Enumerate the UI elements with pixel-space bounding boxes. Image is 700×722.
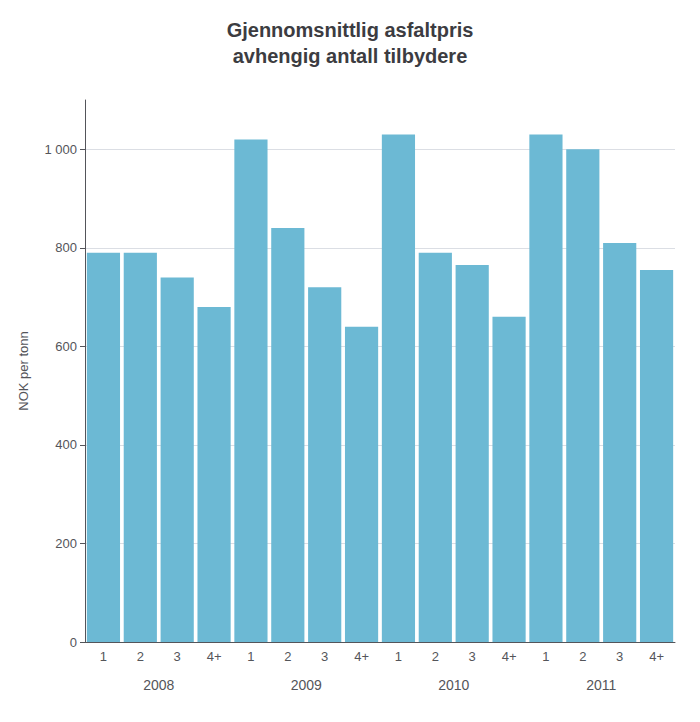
- svg-text:1: 1: [395, 649, 402, 664]
- svg-text:2: 2: [137, 649, 144, 664]
- svg-text:400: 400: [55, 437, 77, 452]
- svg-text:2009: 2009: [291, 677, 322, 693]
- svg-text:800: 800: [55, 240, 77, 255]
- svg-text:2: 2: [579, 649, 586, 664]
- svg-text:2010: 2010: [438, 677, 469, 693]
- svg-text:3: 3: [321, 649, 328, 664]
- svg-text:4+: 4+: [207, 649, 222, 664]
- svg-text:1: 1: [542, 649, 549, 664]
- svg-text:1: 1: [100, 649, 107, 664]
- svg-text:2011: 2011: [586, 677, 616, 693]
- svg-text:4+: 4+: [502, 649, 517, 664]
- svg-text:3: 3: [469, 649, 476, 664]
- svg-text:0: 0: [70, 635, 77, 650]
- svg-text:200: 200: [55, 536, 77, 551]
- svg-text:NOK per tonn: NOK per tonn: [16, 331, 31, 411]
- svg-text:4+: 4+: [354, 649, 369, 664]
- svg-text:avhengig antall tilbydere: avhengig antall tilbydere: [233, 45, 468, 67]
- svg-text:Gjennomsnittlig asfaltpris: Gjennomsnittlig asfaltpris: [227, 19, 474, 41]
- svg-text:3: 3: [616, 649, 623, 664]
- svg-text:3: 3: [174, 649, 181, 664]
- svg-text:4+: 4+: [649, 649, 664, 664]
- svg-text:2: 2: [284, 649, 291, 664]
- svg-text:600: 600: [55, 339, 77, 354]
- svg-text:2: 2: [432, 649, 439, 664]
- svg-text:1 000: 1 000: [44, 142, 77, 157]
- svg-text:1: 1: [247, 649, 254, 664]
- svg-text:2008: 2008: [143, 677, 174, 693]
